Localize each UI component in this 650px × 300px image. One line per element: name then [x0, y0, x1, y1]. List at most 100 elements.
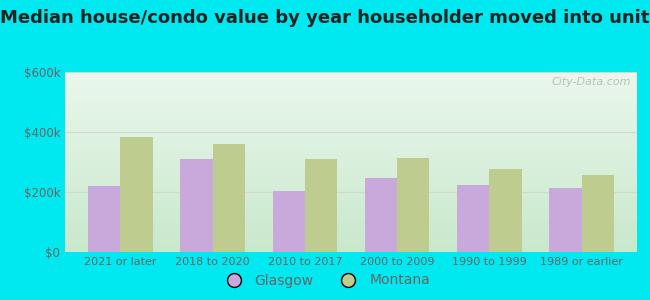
Bar	[65, 171, 637, 172]
Bar	[65, 170, 637, 171]
Bar	[65, 105, 637, 106]
Bar	[65, 180, 637, 181]
Bar	[65, 164, 637, 165]
Bar	[65, 112, 637, 113]
Bar	[65, 132, 637, 133]
Bar	[65, 128, 637, 129]
Bar	[65, 129, 637, 130]
Bar	[88, 186, 120, 252]
Bar	[65, 160, 637, 161]
Bar	[65, 92, 637, 93]
Bar	[65, 230, 637, 231]
Bar	[65, 236, 637, 237]
Bar	[65, 91, 637, 92]
Bar	[65, 157, 637, 158]
Bar	[65, 147, 637, 148]
Bar	[65, 113, 637, 114]
Bar	[65, 165, 637, 166]
Bar	[65, 203, 637, 204]
Bar	[65, 153, 637, 154]
Bar	[65, 251, 637, 252]
Bar	[65, 219, 637, 220]
Bar	[489, 169, 522, 252]
Bar	[65, 145, 637, 146]
Bar	[65, 200, 637, 201]
Legend: Glasgow, Montana: Glasgow, Montana	[214, 268, 436, 293]
Bar	[65, 210, 637, 211]
Bar	[65, 216, 637, 217]
Bar	[65, 138, 637, 139]
Bar	[65, 221, 637, 222]
Bar	[65, 191, 637, 192]
Bar	[65, 126, 637, 127]
Bar	[65, 201, 637, 202]
Bar	[65, 110, 637, 111]
Bar	[65, 238, 637, 239]
Bar	[65, 228, 637, 229]
Bar	[65, 136, 637, 137]
Bar	[65, 72, 637, 73]
Bar	[65, 206, 637, 207]
Bar	[65, 167, 637, 168]
Bar	[65, 211, 637, 212]
Bar	[65, 177, 637, 178]
Bar	[65, 101, 637, 102]
Bar	[65, 131, 637, 132]
Bar	[65, 199, 637, 200]
Bar	[65, 232, 637, 233]
Bar	[305, 159, 337, 252]
Bar	[65, 77, 637, 78]
Bar	[65, 146, 637, 147]
Bar	[65, 241, 637, 242]
Bar	[65, 139, 637, 140]
Bar	[65, 174, 637, 175]
Bar	[65, 87, 637, 88]
Bar	[65, 190, 637, 191]
Bar	[65, 188, 637, 189]
Bar	[65, 154, 637, 155]
Bar	[65, 118, 637, 119]
Bar	[65, 155, 637, 156]
Bar	[65, 137, 637, 138]
Bar	[65, 209, 637, 210]
Bar	[65, 175, 637, 176]
Bar	[65, 99, 637, 100]
Bar	[65, 148, 637, 149]
Bar	[65, 103, 637, 104]
Bar	[120, 136, 153, 252]
Bar	[65, 74, 637, 75]
Bar	[65, 94, 637, 95]
Bar	[65, 123, 637, 124]
Bar	[65, 84, 637, 85]
Bar	[65, 226, 637, 227]
Bar	[65, 224, 637, 225]
Bar	[65, 124, 637, 125]
Bar	[272, 190, 305, 252]
Bar	[65, 231, 637, 232]
Bar	[65, 149, 637, 150]
Bar	[65, 194, 637, 195]
Bar	[65, 107, 637, 108]
Bar	[65, 207, 637, 208]
Bar	[65, 246, 637, 247]
Bar	[65, 237, 637, 238]
Bar	[65, 85, 637, 86]
Text: City-Data.com: City-Data.com	[552, 77, 631, 87]
Bar	[65, 172, 637, 173]
Bar	[65, 115, 637, 116]
Bar	[65, 78, 637, 79]
Bar	[65, 166, 637, 167]
Bar	[65, 109, 637, 110]
Bar	[65, 250, 637, 251]
Bar	[65, 225, 637, 226]
Bar	[65, 119, 637, 120]
Bar	[65, 80, 637, 81]
Bar	[65, 130, 637, 131]
Bar	[65, 213, 637, 214]
Bar	[65, 235, 637, 236]
Bar	[65, 144, 637, 145]
Bar	[65, 114, 637, 115]
Bar	[65, 240, 637, 241]
Bar	[65, 141, 637, 142]
Bar	[65, 135, 637, 136]
